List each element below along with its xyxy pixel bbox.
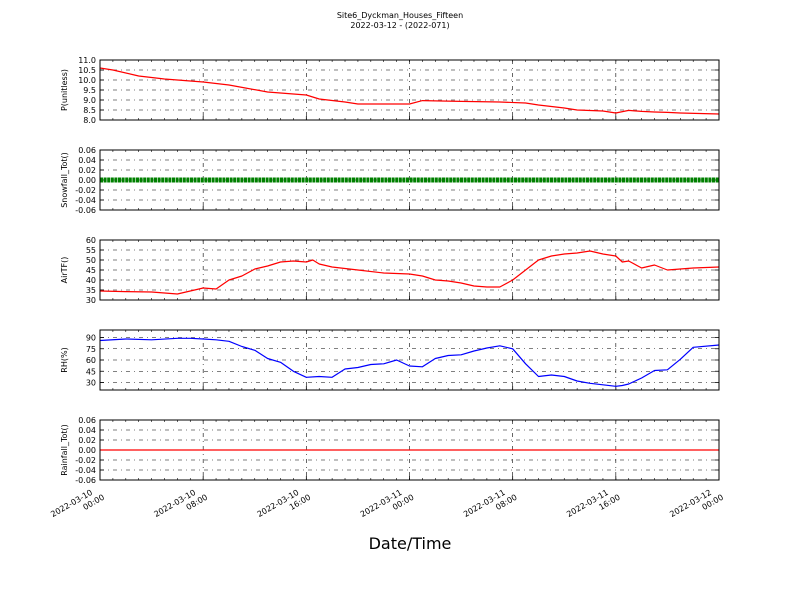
y-axis-label: RH(%) <box>60 347 69 372</box>
y-tick-label: 0.02 <box>78 166 96 175</box>
y-tick-label: 30 <box>86 296 96 305</box>
y-tick-label: 0.00 <box>78 176 96 185</box>
y-tick-label: 60 <box>86 356 96 365</box>
y-tick-label: -0.06 <box>75 206 96 215</box>
x-tick-label: 2022-03-1008:00 <box>152 484 209 528</box>
y-tick-label: -0.02 <box>75 186 96 195</box>
y-tick-label: -0.06 <box>75 476 96 485</box>
panel-frame <box>99 59 720 121</box>
x-tick-label: 2022-03-1100:00 <box>359 484 416 528</box>
y-tick-label: -0.04 <box>75 466 96 475</box>
series-line <box>99 67 720 115</box>
panel-frame <box>99 149 720 211</box>
y-tick-label: 0.06 <box>78 416 96 425</box>
y-tick-label: 40 <box>86 276 96 285</box>
x-tick-label: 2022-03-1108:00 <box>462 484 519 528</box>
chart-subtitle: 2022-03-12 - (2022-071) <box>350 21 450 30</box>
y-tick-label: 50 <box>86 256 96 265</box>
y-tick-label: 45 <box>86 266 96 275</box>
y-tick-label: 45 <box>86 367 96 376</box>
y-tick-label: 60 <box>86 236 96 245</box>
y-tick-label: 8.5 <box>83 106 96 115</box>
y-tick-label: 9.0 <box>83 96 96 105</box>
y-axis-label: Rainfall_Tot() <box>60 424 69 476</box>
y-tick-label: 10.5 <box>78 66 96 75</box>
y-tick-label: 55 <box>86 246 96 255</box>
y-tick-label: 90 <box>86 334 96 343</box>
y-tick-label: 11.0 <box>78 56 96 65</box>
y-tick-label: 9.5 <box>83 86 96 95</box>
y-axis-label: P(unitless) <box>60 69 69 111</box>
y-tick-label: 35 <box>86 286 96 295</box>
x-tick-label: 2022-03-1200:00 <box>668 484 725 528</box>
panel-frame <box>99 419 720 481</box>
x-tick-label: 2022-03-1000:00 <box>49 484 106 528</box>
series-line <box>99 337 720 387</box>
y-tick-label: -0.02 <box>75 456 96 465</box>
y-tick-label: 0.02 <box>78 436 96 445</box>
y-tick-label: 10.0 <box>78 76 96 85</box>
panel-frame <box>99 329 720 391</box>
x-tick-label: 2022-03-1016:00 <box>256 484 313 528</box>
y-tick-label: 30 <box>86 379 96 388</box>
y-tick-label: 8.0 <box>83 116 96 125</box>
y-axis-label: Snowfall_Tot() <box>60 152 69 208</box>
chart-title: Site6_Dyckman_Houses_Fifteen <box>336 11 464 20</box>
y-axis-label: AirTF() <box>60 257 69 284</box>
y-tick-label: 0.00 <box>78 446 96 455</box>
y-tick-label: 0.04 <box>78 426 96 435</box>
panel-frame <box>99 239 720 301</box>
y-tick-label: -0.04 <box>75 196 96 205</box>
y-tick-label: 75 <box>86 345 96 354</box>
x-tick-label: 2022-03-1116:00 <box>565 484 622 528</box>
y-tick-label: 0.04 <box>78 156 96 165</box>
x-axis-label: Date/Time <box>368 534 452 553</box>
y-tick-label: 0.06 <box>78 146 96 155</box>
series-line <box>99 250 720 295</box>
